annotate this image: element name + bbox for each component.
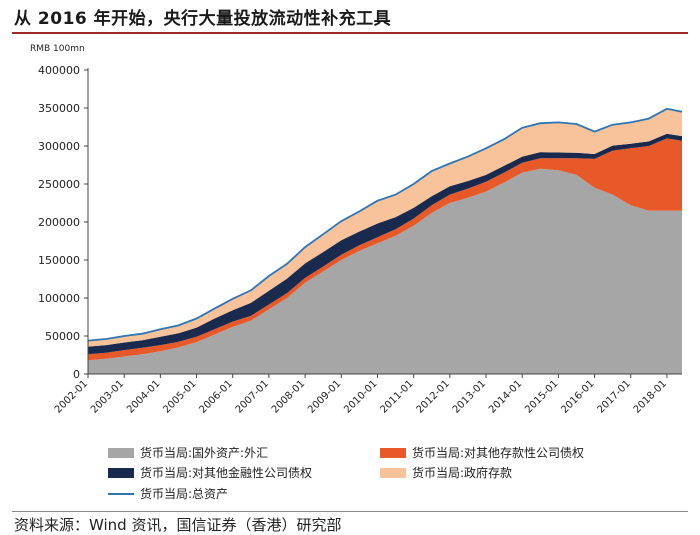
x-tick-label: 2009-01 bbox=[306, 378, 343, 415]
chart-title: 从 2016 年开始，央行大量投放流动性补充工具 bbox=[14, 9, 392, 29]
legend-swatch-gov-deposits bbox=[380, 467, 406, 478]
legend-label-claims-ofc: 货币当局:对其他金融性公司债权 bbox=[140, 466, 313, 480]
area-series-0 bbox=[88, 168, 682, 374]
y-tick-label: 350000 bbox=[38, 102, 80, 115]
y-tick-label: 50000 bbox=[45, 330, 80, 343]
y-tick-label: 300000 bbox=[38, 140, 80, 153]
x-tick-label: 2018-01 bbox=[632, 378, 669, 415]
x-tick-label: 2012-01 bbox=[415, 378, 452, 415]
legend-swatch-fx bbox=[108, 447, 134, 458]
area-series-1 bbox=[88, 138, 682, 361]
y-tick-label: 100000 bbox=[38, 292, 80, 305]
x-tick-label: 2013-01 bbox=[451, 378, 488, 415]
legend-item-gov-deposits: 货币当局:政府存款 bbox=[380, 464, 512, 481]
x-tick-label: 2006-01 bbox=[198, 378, 235, 415]
y-tick-label: 400000 bbox=[38, 64, 80, 77]
x-tick-label: 2011-01 bbox=[378, 378, 415, 415]
source-note: 资料来源：Wind 资讯，国信证券（香港）研究部 bbox=[14, 516, 342, 534]
x-tick-label: 2007-01 bbox=[234, 378, 271, 415]
x-tick-label: 2015-01 bbox=[523, 378, 560, 415]
legend-label-fx: 货币当局:国外资产:外汇 bbox=[140, 446, 269, 460]
x-tick-label: 2010-01 bbox=[342, 378, 379, 415]
total-assets-line bbox=[87, 107, 683, 342]
y-tick-label: 0 bbox=[73, 368, 80, 381]
x-tick-label: 2002-01 bbox=[53, 378, 90, 415]
title-divider bbox=[12, 32, 688, 34]
x-tick-label: 2005-01 bbox=[161, 378, 198, 415]
x-tick-label: 2004-01 bbox=[125, 378, 162, 415]
y-tick-label: 250000 bbox=[38, 178, 80, 191]
x-tick-label: 2016-01 bbox=[559, 378, 596, 415]
legend-item-claims-odc: 货币当局:对其他存款性公司债权 bbox=[380, 444, 584, 461]
y-unit-label: RMB 100mn bbox=[30, 44, 85, 54]
x-tick-label: 2017-01 bbox=[596, 378, 633, 415]
y-tick-label: 200000 bbox=[38, 216, 80, 229]
area-chart: RMB 100mn 0 50000 100000 150000 200000 250000 3… bbox=[30, 44, 683, 416]
legend-swatch-claims-ofc bbox=[108, 467, 134, 478]
x-tick-label: 2008-01 bbox=[270, 378, 307, 415]
legend-item-claims-ofc: 货币当局:对其他金融性公司债权 bbox=[108, 464, 312, 481]
footer-divider bbox=[12, 511, 688, 512]
x-tick-label: 2003-01 bbox=[89, 378, 126, 415]
area-series-3 bbox=[88, 108, 682, 347]
legend-item-total-assets: 货币当局:总资产 bbox=[108, 485, 228, 502]
y-tick-label: 150000 bbox=[38, 254, 80, 267]
x-tick-label: 2014-01 bbox=[487, 378, 524, 415]
legend-swatch-claims-odc bbox=[380, 447, 406, 458]
legend-label-claims-odc: 货币当局:对其他存款性公司债权 bbox=[412, 446, 585, 460]
legend-line-total-assets bbox=[108, 492, 134, 495]
legend-label-gov-deposits: 货币当局:政府存款 bbox=[412, 466, 513, 480]
legend-item-fx: 货币当局:国外资产:外汇 bbox=[108, 444, 268, 461]
legend-label-total-assets: 货币当局:总资产 bbox=[140, 487, 229, 501]
